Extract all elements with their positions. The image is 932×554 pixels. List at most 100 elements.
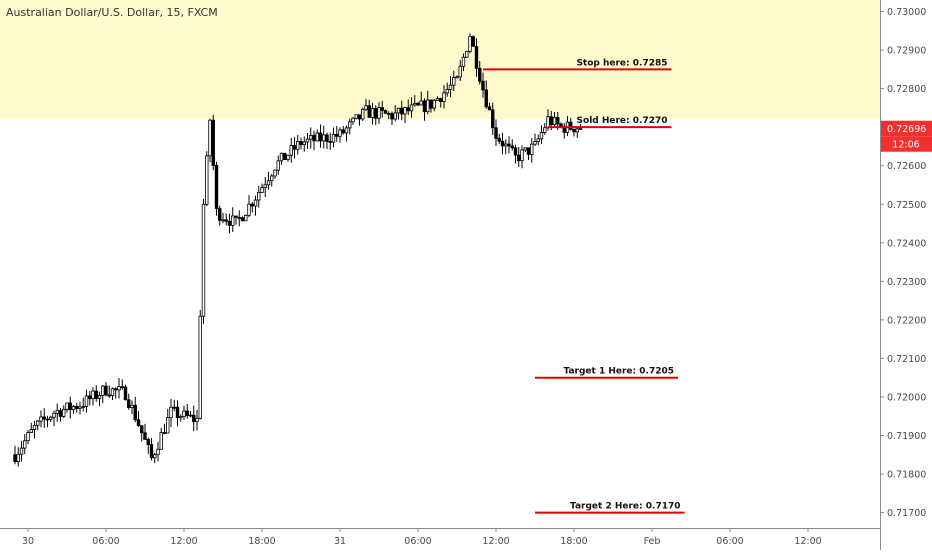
candle-body	[104, 385, 108, 396]
candle	[439, 97, 443, 108]
candle	[507, 136, 511, 154]
candle	[335, 125, 339, 142]
candle	[523, 147, 527, 153]
candle	[263, 176, 267, 198]
candle-body	[172, 406, 176, 409]
candle	[42, 408, 46, 428]
candle-body	[419, 100, 423, 106]
candle	[543, 122, 547, 135]
candle	[101, 385, 105, 404]
candle-body	[279, 152, 284, 162]
candle-body	[299, 141, 303, 146]
candle	[162, 423, 167, 435]
candle-body	[110, 388, 115, 396]
candle	[172, 399, 176, 412]
candle-body	[253, 199, 258, 207]
candle	[387, 111, 391, 120]
candle	[500, 132, 505, 155]
candle-body	[354, 114, 358, 119]
candle-body	[494, 127, 498, 139]
candle	[185, 403, 189, 419]
candle-body	[42, 416, 46, 420]
candle	[458, 60, 462, 82]
candle	[575, 127, 579, 138]
candle-body	[305, 138, 310, 143]
candle	[182, 405, 186, 421]
candle	[309, 127, 313, 149]
candle	[296, 135, 300, 155]
candle	[166, 408, 170, 434]
candle-body	[452, 77, 456, 86]
candle	[494, 119, 498, 147]
candle	[84, 389, 89, 413]
candle-body	[188, 414, 193, 417]
candle-body	[471, 36, 475, 47]
candle	[497, 133, 501, 145]
candle-body	[575, 128, 579, 133]
candle-body	[91, 390, 95, 400]
candle-body	[205, 155, 209, 205]
candle-body	[81, 405, 85, 408]
annotations-layer: Stop here: 0.7285 Sold Here: 0.7270 Target…	[483, 58, 685, 514]
candle-body	[348, 121, 352, 129]
candle-body	[322, 134, 326, 142]
candle	[214, 161, 219, 216]
candle-body	[393, 112, 397, 120]
y-tick-label: 0.72300	[887, 277, 926, 288]
candle-body	[468, 36, 472, 52]
candle-body	[439, 98, 443, 102]
candle-body	[71, 405, 76, 411]
candle	[250, 202, 254, 213]
candle-body	[341, 129, 345, 134]
candle-body	[367, 105, 371, 118]
annotation-3: Target 1 Here: 0.7205	[535, 367, 678, 379]
candle-body	[380, 107, 384, 111]
candle	[409, 97, 414, 118]
candle-body	[185, 410, 189, 416]
candle-body	[39, 416, 43, 422]
candle	[357, 114, 362, 126]
candle	[481, 72, 485, 98]
candle-body	[556, 117, 560, 125]
y-tick-label: 0.71800	[887, 470, 926, 481]
candle	[429, 99, 433, 113]
candle	[13, 445, 17, 465]
annotation-label: Stop here: 0.7285	[576, 58, 667, 68]
candle	[29, 422, 33, 434]
candle-body	[123, 386, 128, 401]
candle	[448, 75, 453, 97]
x-tick-label: 12:00	[794, 536, 821, 547]
candle-body	[182, 410, 186, 418]
candle-body	[234, 215, 238, 218]
candle-body	[344, 127, 349, 134]
candle-body	[572, 128, 576, 133]
candle	[283, 152, 287, 160]
candle	[273, 169, 277, 179]
candle-body	[270, 175, 274, 182]
candle-body	[214, 165, 219, 209]
candle-body	[416, 102, 420, 106]
candle-body	[422, 100, 427, 113]
candle-body	[29, 429, 33, 433]
candle	[474, 38, 479, 77]
candle	[266, 171, 271, 190]
candle-body	[445, 89, 449, 94]
candle-body	[491, 109, 495, 129]
candle-body	[19, 447, 24, 455]
y-tick-label: 0.72000	[887, 392, 926, 403]
candle-body	[117, 386, 121, 391]
candle-body	[435, 98, 440, 101]
candle	[364, 98, 368, 111]
candle	[127, 393, 131, 410]
candle-body	[175, 406, 180, 419]
candle-body	[266, 180, 271, 186]
candle-body	[361, 108, 365, 120]
candle	[367, 99, 371, 118]
candle-body	[530, 143, 534, 155]
candle	[107, 385, 111, 398]
candle-body	[328, 141, 332, 143]
current-price-label: 0.72696	[887, 124, 926, 135]
candle	[390, 111, 394, 125]
candle	[195, 409, 199, 431]
candle-body	[201, 203, 206, 317]
